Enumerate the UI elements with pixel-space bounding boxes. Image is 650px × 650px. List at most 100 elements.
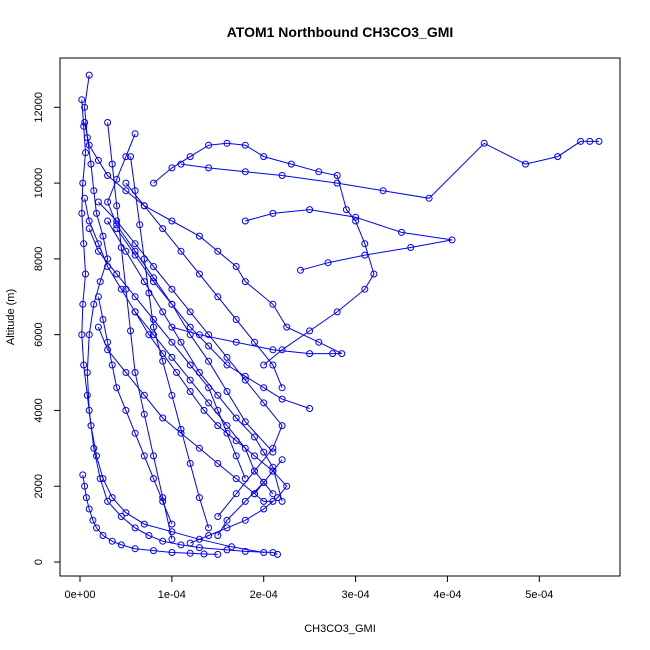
data-point — [131, 524, 139, 532]
data-point — [94, 156, 102, 164]
data-point — [232, 316, 240, 323]
x-axis-label: CH3CO3_GMI — [304, 623, 376, 635]
x-tick-label: 2e-04 — [250, 589, 278, 601]
series-line — [84, 198, 288, 544]
data-point — [90, 444, 98, 452]
data-point — [150, 323, 157, 331]
data-point — [85, 217, 93, 225]
data-point — [315, 168, 323, 176]
data-point — [150, 475, 157, 483]
data-point — [140, 520, 148, 528]
data-point — [177, 425, 185, 433]
data-point — [150, 452, 157, 460]
data-point — [260, 497, 268, 505]
series-line — [130, 156, 210, 529]
data-point — [251, 338, 258, 346]
data-point — [186, 323, 194, 331]
data-point — [104, 217, 112, 225]
data-point — [223, 516, 231, 524]
series-6 — [94, 198, 286, 520]
data-point — [554, 153, 562, 161]
data-point — [342, 206, 350, 214]
data-point — [104, 119, 112, 126]
data-point — [195, 544, 203, 552]
data-point — [269, 361, 277, 369]
y-tick-label: 8000 — [33, 247, 45, 271]
data-point — [278, 497, 286, 505]
data-point — [113, 270, 121, 278]
data-point — [127, 153, 134, 161]
data-point — [214, 247, 222, 255]
data-point — [205, 331, 213, 339]
data-point — [104, 172, 112, 179]
data-point — [214, 422, 222, 430]
data-point — [480, 139, 488, 147]
data-point — [94, 198, 102, 206]
data-point — [140, 452, 148, 460]
data-point — [269, 497, 277, 505]
data-point — [87, 160, 95, 168]
data-point — [79, 300, 87, 308]
data-point — [283, 323, 291, 331]
data-point — [79, 179, 87, 187]
data-point — [283, 482, 291, 490]
data-point — [122, 285, 130, 293]
data-point — [104, 346, 112, 354]
data-point — [338, 350, 346, 358]
data-point — [278, 456, 286, 464]
data-point — [90, 187, 98, 195]
data-point — [324, 259, 332, 267]
data-point — [361, 285, 369, 293]
data-point — [241, 418, 249, 426]
data-point — [113, 221, 121, 229]
series-line — [245, 209, 453, 271]
data-point — [159, 357, 167, 365]
data-point — [145, 532, 153, 539]
data-point — [241, 372, 249, 380]
data-point — [140, 255, 148, 263]
data-point — [269, 490, 277, 498]
data-point — [122, 187, 130, 195]
series-15 — [94, 293, 176, 528]
x-axis: 0e+00 1e-04 2e-04 3e-04 4e-04 5e-04 — [65, 575, 553, 601]
data-point — [150, 547, 157, 555]
data-point — [131, 130, 139, 138]
data-point — [94, 293, 102, 301]
data-point — [223, 429, 231, 437]
data-point — [269, 467, 277, 475]
data-point — [241, 217, 249, 225]
data-point — [113, 384, 121, 392]
data-point — [586, 137, 594, 145]
data-point — [168, 520, 176, 528]
data-point — [186, 361, 194, 369]
data-point — [168, 217, 176, 225]
series-17 — [79, 471, 222, 558]
data-point — [168, 300, 176, 308]
data-point — [205, 342, 213, 350]
data-point — [99, 475, 107, 483]
y-tick-label: 6000 — [33, 322, 45, 346]
data-point — [370, 270, 378, 278]
chart-title: ATOM1 Northbound CH3CO3_GMI — [227, 24, 454, 40]
series-line — [134, 311, 274, 495]
data-point — [131, 293, 139, 301]
data-point — [83, 391, 91, 399]
data-point — [223, 139, 231, 147]
data-point — [131, 369, 139, 376]
data-point — [223, 353, 231, 361]
data-point — [186, 549, 194, 557]
data-point — [595, 137, 603, 145]
series-line — [125, 182, 283, 388]
data-point — [577, 137, 585, 145]
data-point — [82, 149, 89, 157]
data-point — [177, 160, 185, 168]
data-point — [140, 391, 148, 399]
data-point — [223, 422, 231, 430]
data-point — [333, 172, 341, 179]
data-point — [122, 369, 130, 376]
data-point — [278, 346, 286, 354]
data-point — [93, 524, 100, 532]
data-point — [99, 532, 107, 539]
data-point — [104, 338, 112, 346]
data-point — [214, 293, 222, 301]
